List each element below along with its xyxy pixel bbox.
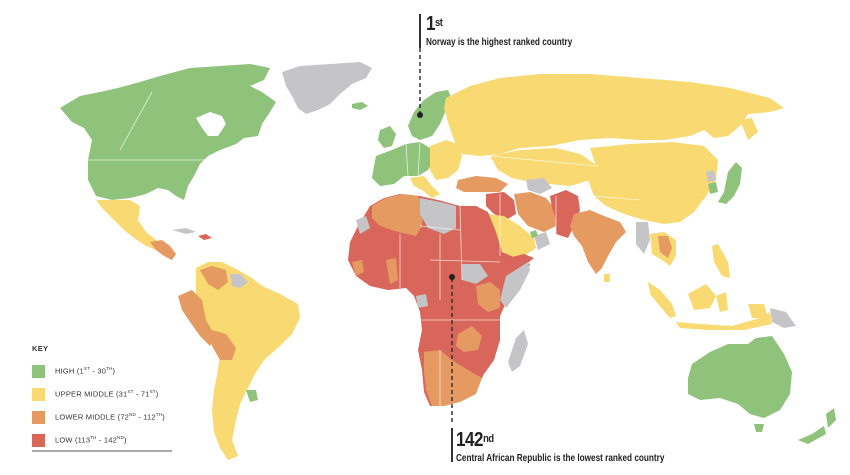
region-hudson-bay — [196, 112, 226, 136]
legend-item-low: LOW (113TH - 142ND) — [32, 433, 172, 447]
top-annotation-bar — [419, 14, 421, 48]
region-mexico — [96, 200, 162, 250]
region-eastern-europe — [430, 140, 462, 180]
region-syria-iraq — [486, 192, 516, 220]
region-south-korea — [708, 182, 718, 194]
region-bolivia — [212, 330, 236, 360]
region-russia — [444, 74, 784, 156]
region-morocco-algeria — [372, 194, 424, 236]
region-cuba — [172, 228, 196, 234]
region-turkey — [456, 176, 508, 192]
legend-swatch-high — [32, 364, 45, 378]
legend-label-lower-middle: LOWER MIDDLE (72ND - 112TH) — [55, 412, 165, 422]
region-south-america-yellow — [196, 262, 300, 460]
legend-label-upper-middle: UPPER MIDDLE (31ST - 71ST) — [55, 389, 159, 399]
region-western-sahara — [356, 216, 370, 234]
region-iceland — [352, 102, 368, 110]
bottom-rank: 142nd — [456, 429, 494, 451]
region-papua-new-guinea — [770, 308, 796, 328]
region-venezuela — [200, 266, 228, 290]
legend-title: KEY — [32, 344, 49, 353]
region-australia — [688, 336, 792, 418]
region-uae — [530, 230, 538, 238]
car-marker — [449, 274, 455, 280]
norway-marker — [417, 112, 423, 118]
bottom-annotation: 142nd Central African Republic is the lo… — [456, 430, 710, 464]
region-balkans-italy — [410, 176, 440, 198]
region-west-africa-orange — [352, 258, 398, 284]
region-western-europe — [372, 142, 434, 186]
region-india — [570, 210, 626, 274]
region-sri-lanka — [604, 274, 610, 282]
legend-swatch-upper-middle — [32, 387, 45, 401]
region-myanmar — [636, 222, 650, 254]
legend-label-low: LOW (113TH - 142ND) — [55, 435, 127, 445]
border-lines — [88, 91, 641, 406]
top-description: Norway is the highest ranked country — [426, 37, 573, 48]
region-southern-africa-orange — [424, 350, 482, 406]
bottom-annotation-bar — [451, 428, 453, 462]
region-turkmenistan — [526, 178, 552, 194]
region-greenland — [282, 62, 372, 114]
region-uruguay — [246, 390, 258, 402]
top-rank: 1st — [426, 13, 443, 35]
region-philippines — [712, 244, 730, 278]
region-oman — [534, 232, 550, 250]
region-new-zealand — [798, 408, 836, 444]
region-tasmania — [754, 424, 764, 432]
region-japan — [718, 162, 742, 204]
legend-swatch-lower-middle — [32, 410, 45, 424]
region-iran — [514, 192, 556, 232]
legend-divider — [32, 450, 172, 452]
region-north-korea — [706, 170, 716, 182]
legend-item-upper-middle: UPPER MIDDLE (31ST - 71ST) — [32, 387, 172, 401]
region-cambodia-laos — [658, 236, 672, 258]
legend-label-high: HIGH (1ST - 30TH) — [55, 366, 116, 376]
region-haiti-dr — [198, 234, 212, 240]
region-uk-ireland — [378, 126, 396, 148]
legend: KEY HIGH (1ST - 30TH) UPPER MIDDLE (31ST… — [32, 344, 172, 456]
region-gabon — [416, 294, 428, 308]
region-south-sudan — [462, 264, 488, 284]
region-scandinavia — [408, 90, 452, 140]
region-uganda-kenya — [476, 282, 500, 312]
region-north-america — [60, 64, 276, 200]
top-annotation: 1st Norway is the highest ranked country — [426, 14, 604, 48]
region-kamchatka — [740, 118, 758, 140]
region-libya — [420, 198, 456, 234]
region-africa-low — [348, 194, 530, 406]
region-central-america — [150, 240, 176, 260]
legend-item-high: HIGH (1ST - 30TH) — [32, 364, 172, 378]
legend-item-lower-middle: LOWER MIDDLE (72ND - 112TH) — [32, 410, 172, 424]
region-saudi-arabia — [486, 214, 536, 258]
bottom-description: Central African Republic is the lowest r… — [456, 453, 665, 464]
region-madagascar — [508, 330, 528, 372]
region-central-asia — [490, 148, 598, 186]
region-zambia — [456, 326, 482, 352]
region-peru — [178, 290, 216, 346]
region-guianas — [230, 274, 248, 288]
region-somalia — [500, 262, 530, 308]
region-china-mongolia — [588, 142, 718, 224]
legend-swatch-low — [32, 433, 45, 447]
region-indonesia — [648, 282, 772, 330]
